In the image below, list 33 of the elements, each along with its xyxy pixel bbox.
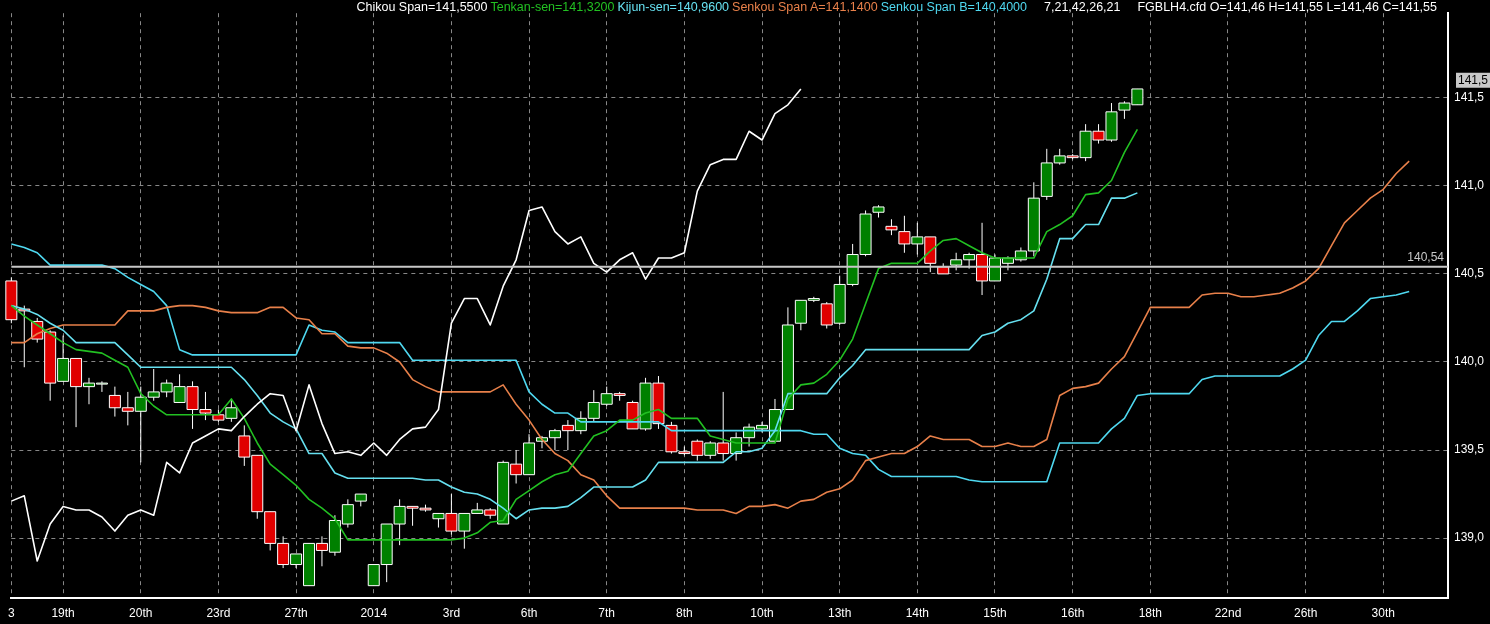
x-tick-label: 6th — [520, 605, 538, 620]
x-tick-label: 20th — [129, 605, 153, 620]
x-tick-label: 10th — [750, 605, 774, 620]
x-tick-label: 16th — [1060, 605, 1085, 620]
x-tick-label: 23rd — [206, 605, 231, 620]
x-tick-label: 3rd — [442, 605, 461, 620]
x-tick-label: 3 — [7, 605, 15, 620]
x-tick-label: 15th — [983, 605, 1007, 620]
x-tick-label: 13th — [828, 605, 852, 620]
text: Chikou Span=141,5500 — [356, 0, 488, 14]
x-tick-label: 18th — [1138, 605, 1162, 620]
text: Tenkan-sen=141,3200 — [490, 0, 615, 14]
y-tick-label: 141,0 — [1454, 178, 1485, 193]
x-tick-label: 27th — [284, 605, 308, 620]
x-tick-label: 2014 — [360, 605, 388, 620]
x-tick-label: 8th — [676, 605, 693, 620]
y-tick-label: 139,0 — [1454, 530, 1485, 545]
text: Kijun-sen=140,9600 — [617, 0, 730, 14]
x-tick-label: 30th — [1371, 605, 1395, 620]
x-tick-label: 14th — [905, 605, 930, 620]
y-tick-label: 140,0 — [1454, 354, 1485, 369]
y-tick-label: 139,5 — [1454, 442, 1485, 457]
y-tick-label: 141,5 — [1454, 90, 1485, 105]
text: Senkou Span A=141,1400 — [732, 0, 878, 14]
x-tick-label: 26th — [1293, 605, 1318, 620]
ref-line-label: 140,54 — [1407, 250, 1445, 265]
y-tick-label: 140,5 — [1454, 266, 1485, 281]
annotation: 7,21,42,26,21 — [1044, 0, 1121, 14]
x-tick-label: 7th — [598, 605, 616, 620]
annotation: FGBLH4.cfd O=141,46 H=141,55 L=141,46 C=141,55 — [1137, 0, 1437, 14]
x-tick-label: 19th — [51, 605, 75, 620]
text: Senkou Span B=140,4000 — [880, 0, 1027, 14]
x-tick-label: 22nd — [1214, 605, 1242, 620]
